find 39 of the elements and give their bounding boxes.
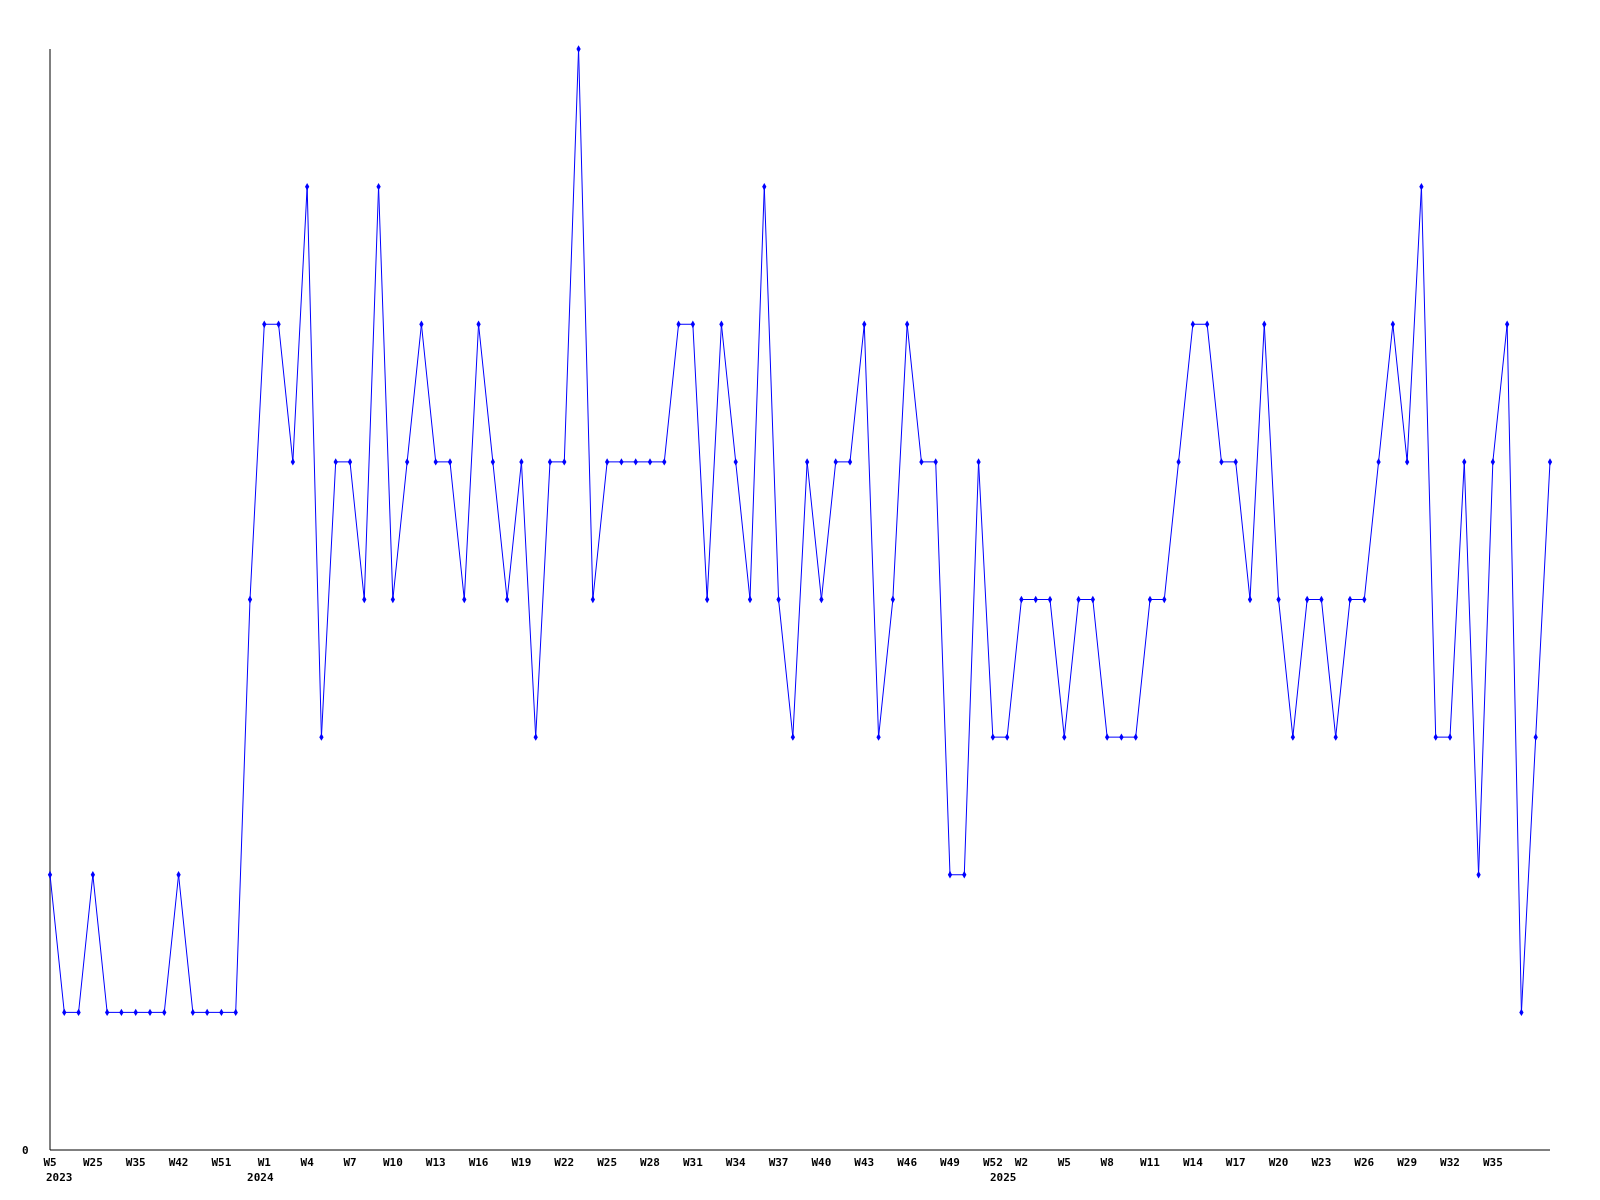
x-tick-label: W2 (1014, 1156, 1029, 1169)
x-tick-label: W17 (1225, 1156, 1246, 1169)
x-tick-label: W35 (125, 1156, 146, 1169)
x-tick-label: W10 (382, 1156, 403, 1169)
x-tick-label: W22 (554, 1156, 575, 1169)
x-tick-label: W46 (897, 1156, 918, 1169)
x-tick-label: W28 (640, 1156, 660, 1169)
x-tick-label: W25 (82, 1156, 103, 1169)
x-tick-label: W25 (597, 1156, 618, 1169)
text: 0 (22, 1144, 29, 1157)
text: 2023 (46, 1171, 73, 1184)
x-tick-label: W29 (1397, 1156, 1418, 1169)
x-tick-label: W5 (43, 1156, 57, 1169)
x-tick-label: W43 (854, 1156, 875, 1169)
text: 2025 (989, 1171, 1017, 1184)
x-tick-label: W16 (468, 1156, 489, 1169)
x-tick-label: W31 (682, 1156, 704, 1169)
x-tick-label: W40 (811, 1156, 832, 1169)
x-tick-label: W5 (1057, 1156, 1071, 1169)
x-tick-label: W32 (1440, 1156, 1460, 1169)
x-tick-label: W51 (211, 1156, 232, 1169)
text: 2024 (247, 1171, 274, 1184)
x-tick-label: W11 (1140, 1156, 1161, 1169)
x-tick-label: W4 (300, 1156, 315, 1169)
x-tick-label: W37 (768, 1156, 789, 1169)
x-tick-label: W26 (1354, 1156, 1375, 1169)
x-tick-label: W19 (511, 1156, 532, 1169)
x-tick-label: W35 (1482, 1156, 1503, 1169)
x-tick-label: W13 (425, 1156, 446, 1169)
x-tick-label: W1 (257, 1156, 272, 1169)
x-tick-label: W34 (725, 1156, 747, 1169)
x-tick-label: W23 (1311, 1156, 1332, 1169)
x-tick-label: W7 (343, 1156, 357, 1169)
x-tick-label: W52 (982, 1156, 1003, 1169)
x-tick-label: W14 (1182, 1156, 1204, 1169)
x-tick-label: W20 (1268, 1156, 1289, 1169)
x-tick-label: W42 (168, 1156, 189, 1169)
x-tick-label: W49 (940, 1156, 960, 1169)
x-tick-label: W8 (1100, 1156, 1114, 1169)
